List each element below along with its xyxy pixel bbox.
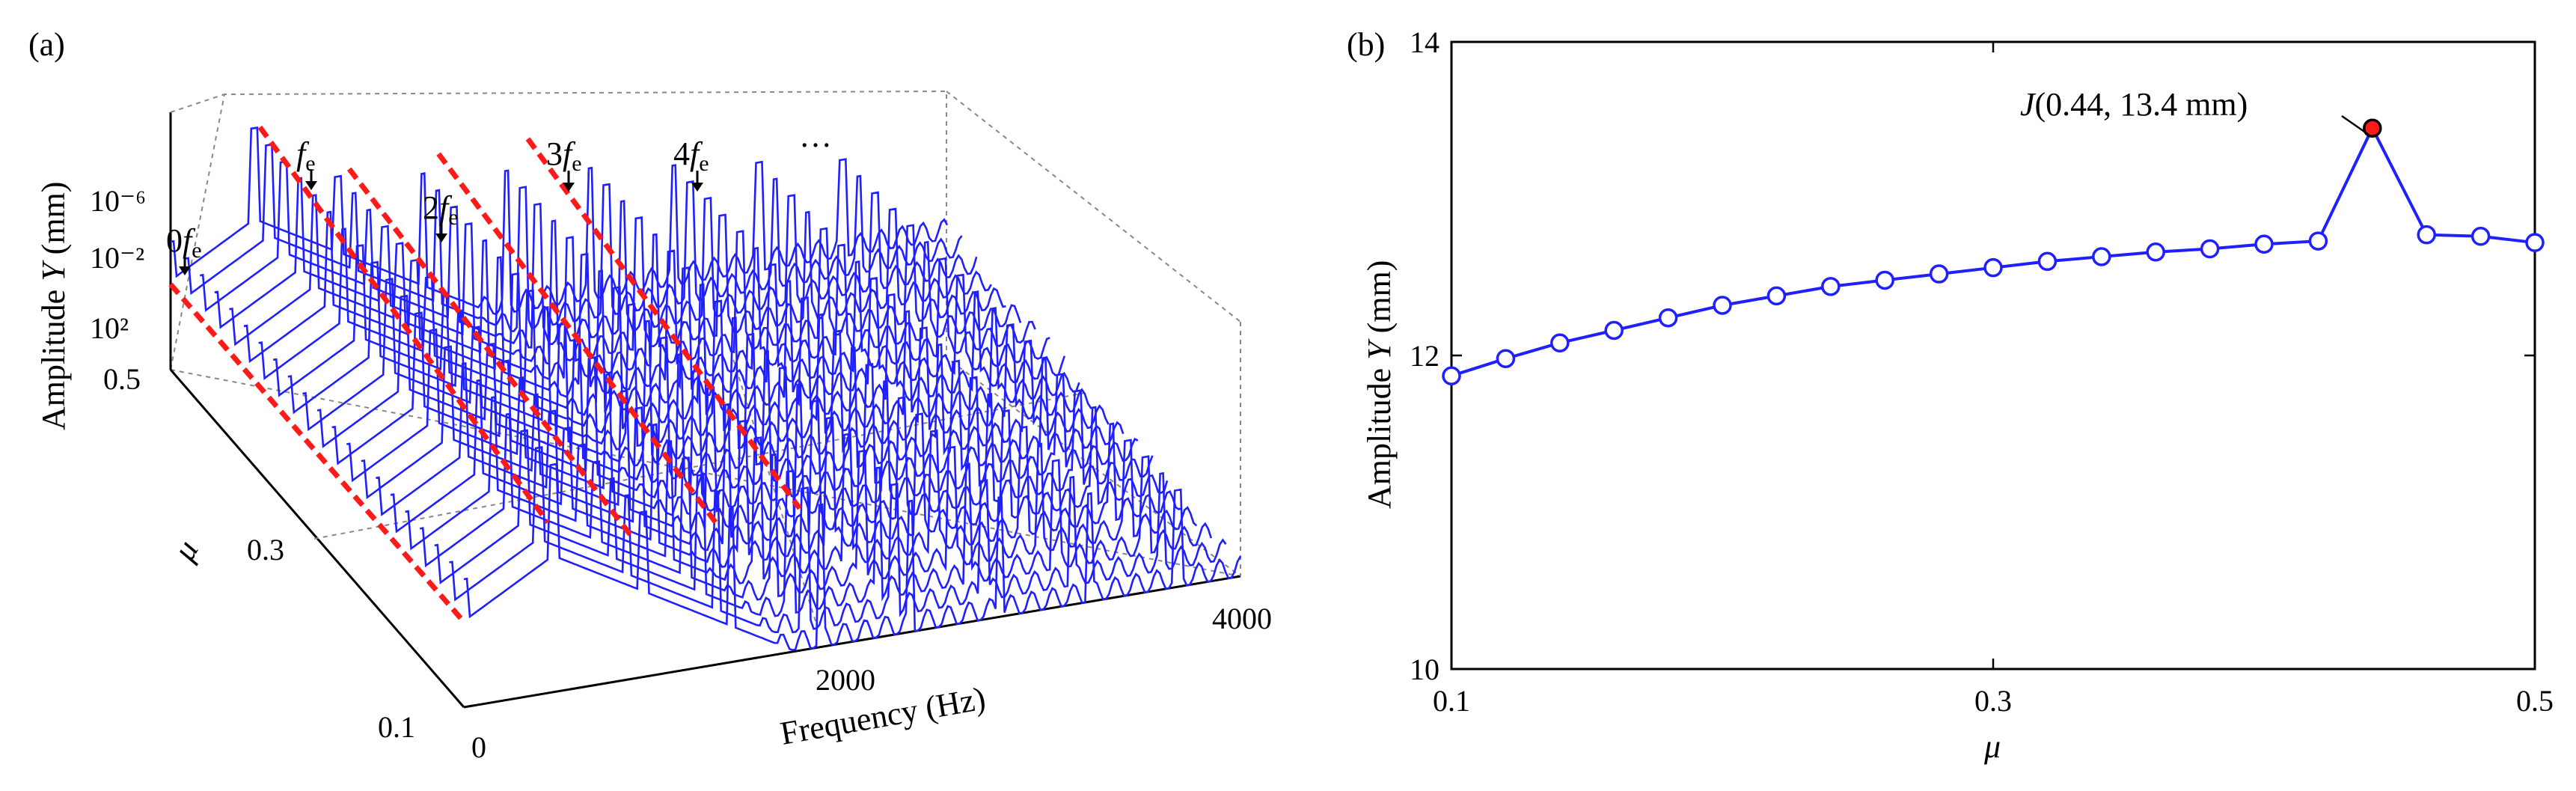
data-point [2308, 231, 2328, 251]
waterfall-trace-mu-0.5 [170, 126, 949, 316]
harmonic-ridges [168, 125, 802, 624]
panel-b-series [1442, 118, 2545, 385]
svg-text:3fe: 3fe [546, 135, 582, 176]
y-tick-label: 14 [1410, 25, 1440, 59]
panel-a: (a) 10⁻⁶ 10⁻² 10² Amplitude Y (mm) 0.5 0… [28, 26, 1272, 764]
z-axis-label: Amplitude Y (mm) [35, 182, 72, 430]
box-top-edge [170, 94, 225, 113]
frequency-tick-label: 0 [471, 730, 486, 764]
harmonic-ridge-3 [436, 152, 718, 525]
frequency-tick-label: 2000 [816, 663, 875, 697]
highlight-point-J [2363, 118, 2382, 138]
mu-tick-label: 0.1 [378, 710, 415, 744]
data-point [1766, 286, 1787, 306]
panel-b-x-axis-label: μ [1983, 728, 2001, 765]
mu-tick-label: 0.5 [103, 362, 141, 396]
panel-b-y-axis-label: Amplitude Y (mm) [1361, 260, 1398, 509]
svg-text:4fe: 4fe [673, 135, 709, 176]
waterfall-traces [170, 126, 1242, 652]
data-point [2254, 234, 2274, 254]
panel-b: (b) 0.1 0.3 0.5 10 12 14 Amplitude Y (mm) μ J… [1347, 25, 2554, 765]
data-point [1983, 257, 2003, 278]
panel-b-ticks: 0.1 0.3 0.5 10 12 14 [1410, 25, 2554, 718]
waterfall-trace-mu-0.1 [463, 462, 1242, 652]
z-tick-label: 10⁻⁶ [90, 184, 146, 218]
data-point [1550, 333, 1570, 352]
data-point [1929, 264, 1949, 284]
z-tick-label: 10² [90, 311, 129, 345]
data-point [2146, 242, 2165, 262]
waterfall-trace-mu-0.14 [434, 429, 1213, 617]
data-point [1442, 366, 1461, 385]
data-point [2092, 247, 2111, 266]
waterfall-trace-mu-0.42 [229, 194, 1006, 381]
data-point [2037, 251, 2058, 272]
data-point [1875, 270, 1894, 290]
x-tick-label: 0.5 [2516, 684, 2554, 718]
waterfall-trace-mu-0.12 [449, 446, 1227, 634]
svg-text:2fe: 2fe [423, 189, 459, 230]
y-tick-label: 12 [1410, 339, 1440, 373]
z-tick-label: 10⁻² [90, 241, 144, 275]
data-point [2471, 227, 2491, 246]
frequency-tick-label: 4000 [1212, 602, 1272, 635]
harmonic-annotation-4fe: 4fe [673, 135, 709, 192]
harmonic-ridge-2 [346, 167, 634, 539]
data-point [1821, 277, 1841, 296]
harmonic-annotation-ellipsis: … [799, 117, 832, 154]
harmonic-annotation-2fe: 2fe [423, 189, 459, 242]
y-tick-label: 10 [1410, 653, 1440, 686]
grid-line-2000 [732, 358, 816, 622]
panel-a-label: (a) [28, 26, 65, 63]
mu-tick-label: 0.3 [247, 533, 284, 566]
x-tick-label: 0.1 [1433, 684, 1470, 718]
data-point [1713, 296, 1732, 315]
harmonic-ridge-4 [525, 137, 802, 510]
harmonic-annotations: 0fe fe 2fe 3fe 4fe [166, 117, 832, 275]
highlight-annotation-label: J(0.44, 13.4 mm) [2020, 86, 2248, 123]
z-axis-ticks: 10⁻⁶ 10⁻² 10² [90, 184, 146, 345]
svg-text:fe: fe [296, 135, 316, 176]
x-tick-label: 0.3 [1974, 684, 2012, 718]
waterfall-trace-mu-0.4 [243, 210, 1022, 398]
data-point [2525, 233, 2545, 252]
waterfall-trace-mu-0.48 [185, 143, 963, 332]
data-point [1658, 308, 1678, 328]
data-point [1496, 349, 1516, 368]
mu-axis-label: μ [165, 534, 206, 566]
frequency-axis-ticks: 0 2000 4000 [471, 602, 1272, 764]
data-point [1604, 320, 1624, 340]
frequency-axis-label: Frequency (Hz) [777, 679, 988, 751]
harmonic-ridge-1 [257, 125, 551, 525]
highlight-annotation-leader [2341, 114, 2370, 136]
harmonic-annotation-3fe: 3fe [546, 135, 582, 192]
panel-b-label: (b) [1347, 26, 1385, 63]
data-point [2417, 225, 2436, 245]
mu-axis-ticks: 0.5 0.3 0.1 [103, 362, 415, 744]
data-point [2200, 239, 2220, 259]
